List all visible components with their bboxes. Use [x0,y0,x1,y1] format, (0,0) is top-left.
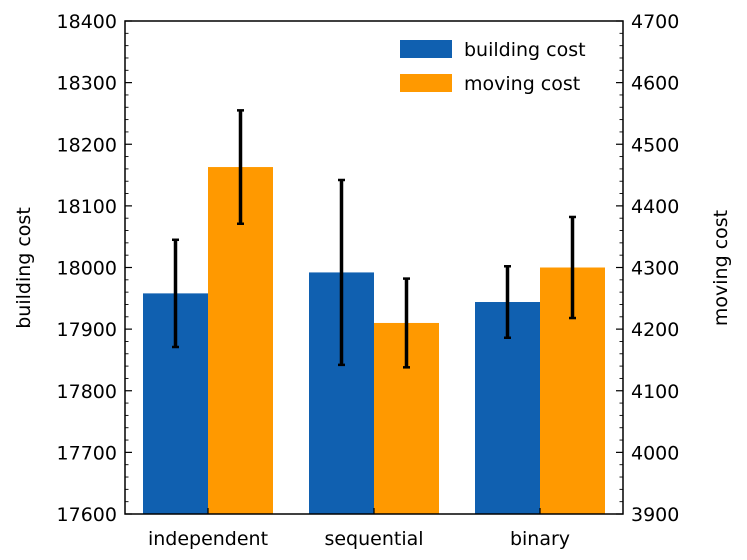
right-axis-label: moving cost [710,210,732,326]
right-y-axis: 3900 4000 4100 4200 4300 4400 4500 4600 4700 [616,11,679,526]
left-y-axis: 17600 17700 17800 17900 18000 18100 18200 18300… [57,11,132,526]
bars-group [143,167,605,514]
x-tick-label-sequential: sequential [324,528,423,550]
legend-label-building-cost: building cost [464,39,586,61]
left-tick-label: 17700 [57,442,117,464]
right-tick-label: 4700 [631,11,679,33]
left-tick-label: 17800 [57,381,117,403]
left-tick-label: 17900 [57,319,117,341]
legend-label-moving-cost: moving cost [464,73,580,95]
right-tick-label: 4000 [631,442,679,464]
right-tick-label: 4300 [631,258,679,280]
x-tick-label-binary: binary [510,528,570,550]
left-tick-label: 17600 [57,504,117,526]
right-tick-label: 4500 [631,134,679,156]
right-tick-label: 3900 [631,504,679,526]
x-tick-label-independent: independent [148,528,268,550]
right-tick-label: 4200 [631,319,679,341]
legend-swatch-moving-cost [400,74,452,92]
error-bars-group [172,109,576,369]
legend-swatch-building-cost [400,40,452,58]
right-tick-label: 4400 [631,196,679,218]
plot-frame [124,20,624,515]
left-tick-label: 18000 [57,258,117,280]
right-tick-label: 4600 [631,73,679,95]
left-tick-label: 18400 [57,11,117,33]
left-axis-label: building cost [13,207,35,329]
legend: building cost moving cost [400,39,586,95]
left-tick-label: 18100 [57,196,117,218]
right-tick-label: 4100 [631,381,679,403]
left-tick-label: 18200 [57,134,117,156]
left-tick-label: 18300 [57,73,117,95]
x-axis: independent sequential binary [148,508,570,550]
